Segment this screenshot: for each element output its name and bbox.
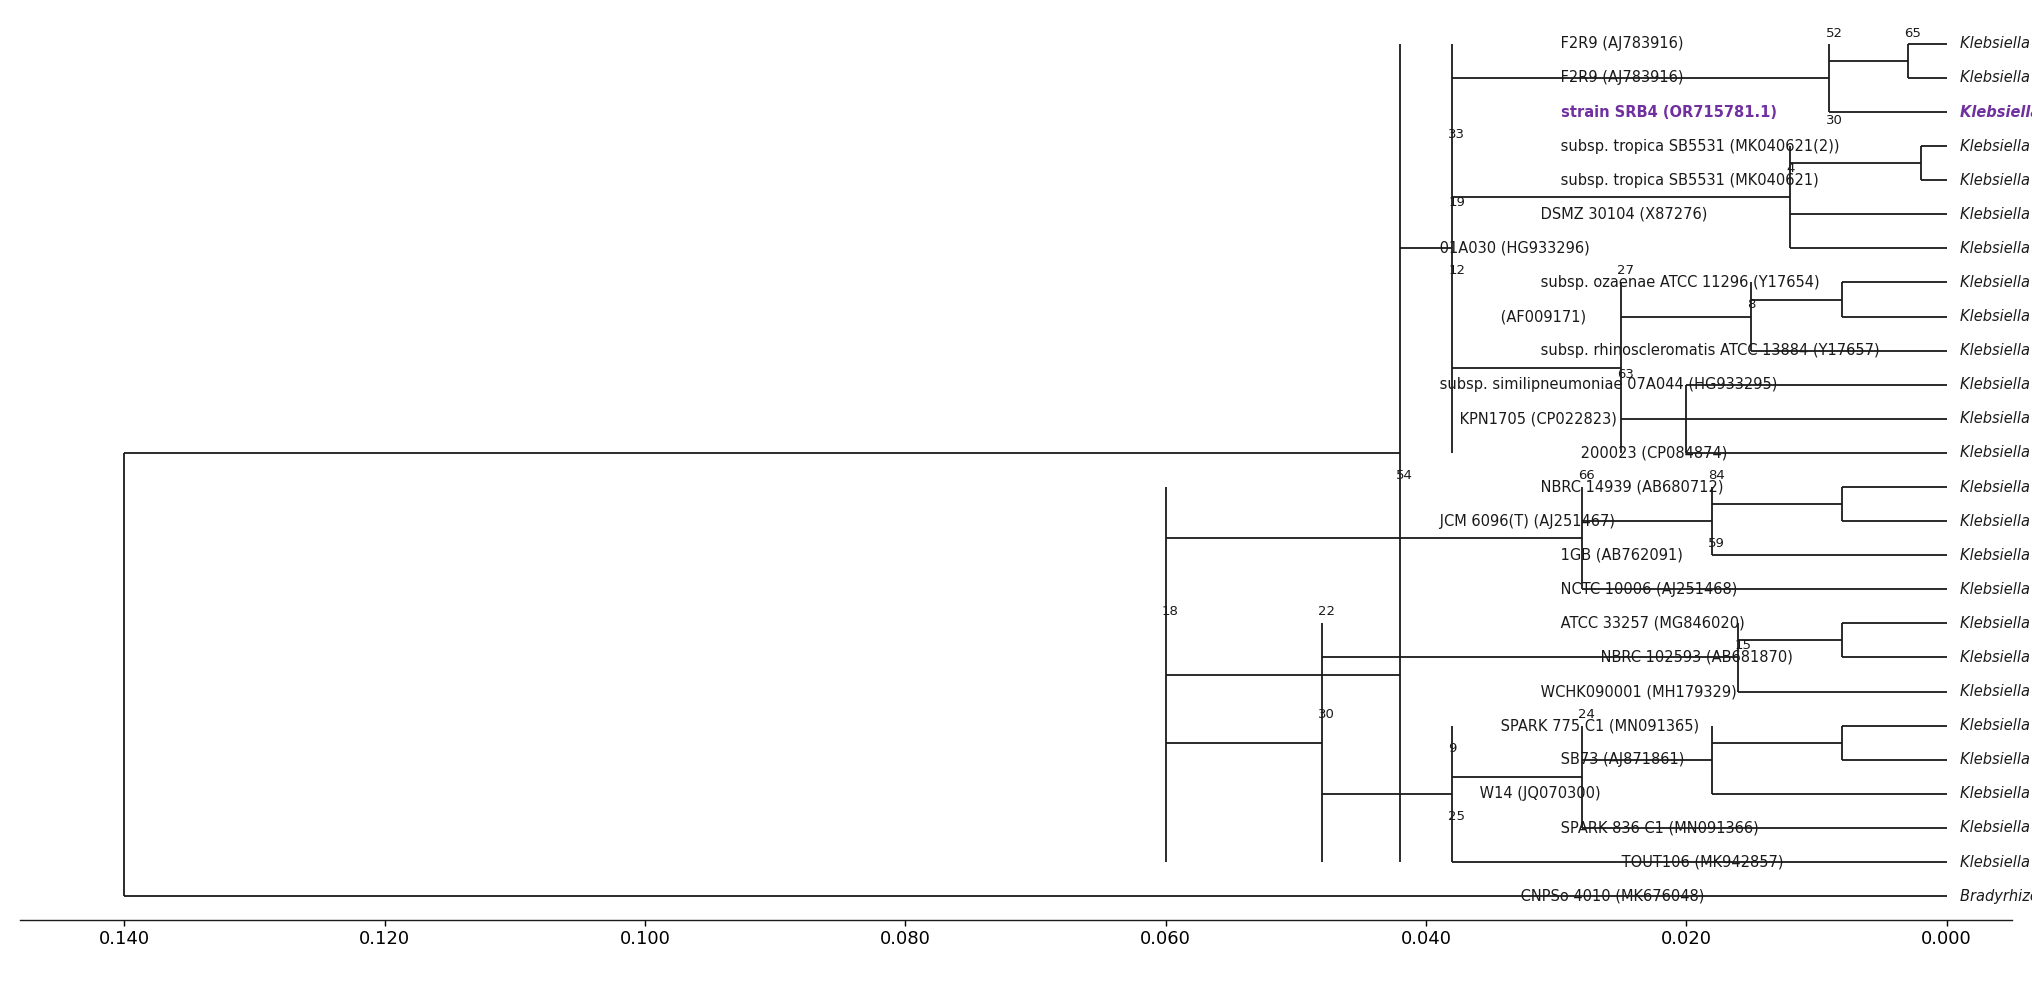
Text: JCM 6096(T) (AJ251467): JCM 6096(T) (AJ251467) xyxy=(1435,514,1615,529)
Text: subsp. tropica SB5531 (MK040621(2)): subsp. tropica SB5531 (MK040621(2)) xyxy=(1557,139,1839,154)
Text: 54: 54 xyxy=(1396,469,1412,482)
Text: 27: 27 xyxy=(1617,264,1634,277)
Text: Klebsiella michiganensis: Klebsiella michiganensis xyxy=(1959,786,2032,801)
Text: Klebsiella africana: Klebsiella africana xyxy=(1959,445,2032,460)
Text: WCHK090001 (MH179329): WCHK090001 (MH179329) xyxy=(1536,684,1737,699)
Text: 24: 24 xyxy=(1579,708,1595,721)
Text: CNPSo 4010 (MK676048): CNPSo 4010 (MK676048) xyxy=(1516,889,1705,904)
Text: Klebsiella pasteurii: Klebsiella pasteurii xyxy=(1959,820,2032,835)
Text: Klebsiella electrica: Klebsiella electrica xyxy=(1959,548,2032,563)
Text: Klebsiella huaxiensis: Klebsiella huaxiensis xyxy=(1959,684,2032,699)
Text: 1GB (AB762091): 1GB (AB762091) xyxy=(1557,548,1682,563)
Text: subsp. similipneumoniae 07A044 (HG933295): subsp. similipneumoniae 07A044 (HG933295… xyxy=(1435,377,1778,392)
Text: Klebsiella variicola: Klebsiella variicola xyxy=(1959,36,2032,51)
Text: SPARK 836 C1 (MN091366): SPARK 836 C1 (MN091366) xyxy=(1557,820,1760,835)
Text: W14 (JQ070300): W14 (JQ070300) xyxy=(1475,786,1601,801)
Text: NCTC 10006 (AJ251468): NCTC 10006 (AJ251468) xyxy=(1557,582,1737,597)
Text: Klebsiella grimontii: Klebsiella grimontii xyxy=(1959,752,2032,767)
Text: 30: 30 xyxy=(1825,114,1843,127)
Text: Klebsiella quasipneumoniae: Klebsiella quasipneumoniae xyxy=(1959,241,2032,256)
Text: 52: 52 xyxy=(1825,27,1843,40)
Text: 18: 18 xyxy=(1162,605,1179,618)
Text: DSMZ 30104 (X87276): DSMZ 30104 (X87276) xyxy=(1536,207,1707,222)
Text: 25: 25 xyxy=(1449,810,1465,823)
Text: KPN1705 (CP022823): KPN1705 (CP022823) xyxy=(1455,411,1617,426)
Text: Klebsiella pneumoniae: Klebsiella pneumoniae xyxy=(1959,343,2032,358)
Text: Klebsiella planticola: Klebsiella planticola xyxy=(1959,480,2032,495)
Text: NBRC 102593 (AB681870): NBRC 102593 (AB681870) xyxy=(1597,650,1794,665)
Text: 9: 9 xyxy=(1449,742,1457,755)
Text: SB73 (AJ871861): SB73 (AJ871861) xyxy=(1557,752,1685,767)
Text: F2R9 (AJ783916): F2R9 (AJ783916) xyxy=(1557,36,1685,51)
Text: Klebsiella indica: Klebsiella indica xyxy=(1959,855,2032,870)
Text: 19: 19 xyxy=(1449,196,1465,209)
Text: Klebsiella oxytoca: Klebsiella oxytoca xyxy=(1959,650,2032,665)
Text: strain SRB4 (OR715781.1): strain SRB4 (OR715781.1) xyxy=(1557,105,1778,120)
Text: Klebsiella variicola: Klebsiella variicola xyxy=(1959,70,2032,85)
Text: 33: 33 xyxy=(1449,128,1465,141)
Text: Klebsiella terrigena: Klebsiella terrigena xyxy=(1959,616,2032,631)
Text: Klebsiella spallanzanii: Klebsiella spallanzanii xyxy=(1959,718,2032,733)
Text: Klebsiella aerogenes: Klebsiella aerogenes xyxy=(1959,582,2032,597)
Text: 30: 30 xyxy=(1319,708,1335,721)
Text: Klebsiella variicola: Klebsiella variicola xyxy=(1959,139,2032,154)
Text: TOUT106 (MK942857): TOUT106 (MK942857) xyxy=(1617,855,1784,870)
Text: 22: 22 xyxy=(1319,605,1335,618)
Text: Klebsiella ornithinolytica: Klebsiella ornithinolytica xyxy=(1959,514,2032,529)
Text: (AF009171): (AF009171) xyxy=(1496,309,1585,324)
Text: Klebsiella granulomatis: Klebsiella granulomatis xyxy=(1959,309,2032,324)
Text: Bradyrhizobium agreste: Bradyrhizobium agreste xyxy=(1959,889,2032,904)
Text: 15: 15 xyxy=(1735,639,1752,652)
Text: 8: 8 xyxy=(1748,298,1756,311)
Text: ATCC 33257 (MG846020): ATCC 33257 (MG846020) xyxy=(1557,616,1745,631)
Text: 63: 63 xyxy=(1617,368,1634,381)
Text: F2R9 (AJ783916): F2R9 (AJ783916) xyxy=(1557,70,1685,85)
Text: Klebsiella pneumoniae: Klebsiella pneumoniae xyxy=(1959,207,2032,222)
Text: subsp. ozaenae ATCC 11296 (Y17654): subsp. ozaenae ATCC 11296 (Y17654) xyxy=(1536,275,1819,290)
Text: Klebsiella quasipneumoniae: Klebsiella quasipneumoniae xyxy=(1959,377,2032,392)
Text: 66: 66 xyxy=(1579,469,1595,482)
Text: 65: 65 xyxy=(1904,27,1920,40)
Text: 84: 84 xyxy=(1709,469,1725,482)
Text: 4: 4 xyxy=(1786,162,1794,175)
Text: Klebsiella variicola: Klebsiella variicola xyxy=(1959,105,2032,120)
Text: Klebsiella pneumoniae: Klebsiella pneumoniae xyxy=(1959,275,2032,290)
Text: Klebsiella quasivariicola: Klebsiella quasivariicola xyxy=(1959,411,2032,426)
Text: subsp. rhinoscleromatis ATCC 13884 (Y17657): subsp. rhinoscleromatis ATCC 13884 (Y176… xyxy=(1536,343,1880,358)
Text: 200023 (CP084874): 200023 (CP084874) xyxy=(1577,445,1727,460)
Text: subsp. tropica SB5531 (MK040621): subsp. tropica SB5531 (MK040621) xyxy=(1557,173,1819,188)
Text: NBRC 14939 (AB680712): NBRC 14939 (AB680712) xyxy=(1536,480,1723,495)
Text: 59: 59 xyxy=(1709,537,1725,550)
Text: 01A030 (HG933296): 01A030 (HG933296) xyxy=(1435,241,1589,256)
Text: Klebsiella variicola: Klebsiella variicola xyxy=(1959,173,2032,188)
Text: SPARK 775 C1 (MN091365): SPARK 775 C1 (MN091365) xyxy=(1496,718,1699,733)
Text: 12: 12 xyxy=(1449,264,1465,277)
